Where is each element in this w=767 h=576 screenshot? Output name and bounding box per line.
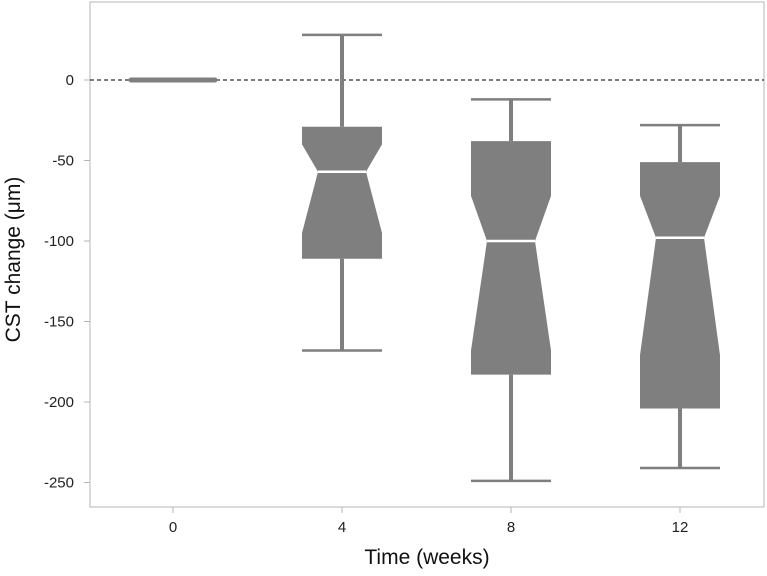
notched-box	[471, 141, 551, 375]
x-tick-label: 8	[507, 519, 515, 536]
box-group-week-8	[471, 98, 551, 483]
notched-box	[302, 126, 382, 259]
y-tick-label: -100	[44, 233, 74, 250]
box-group-week-4	[302, 33, 382, 352]
y-tick-label: -150	[44, 314, 74, 331]
notched-box	[640, 162, 720, 409]
y-tick-label: 0	[66, 72, 74, 89]
y-axis-title: CST change (μm)	[2, 177, 25, 343]
x-axis-title: Time (weeks)	[364, 546, 489, 569]
y-tick-label: -250	[44, 475, 74, 492]
plot-frame	[89, 1, 765, 508]
y-tick-label: -200	[44, 394, 74, 411]
x-tick-label: 12	[672, 519, 689, 536]
x-tick-label: 4	[338, 519, 346, 536]
x-tick-label: 0	[169, 519, 177, 536]
y-tick-label: -50	[52, 153, 74, 170]
box-group-week-12	[640, 123, 720, 470]
